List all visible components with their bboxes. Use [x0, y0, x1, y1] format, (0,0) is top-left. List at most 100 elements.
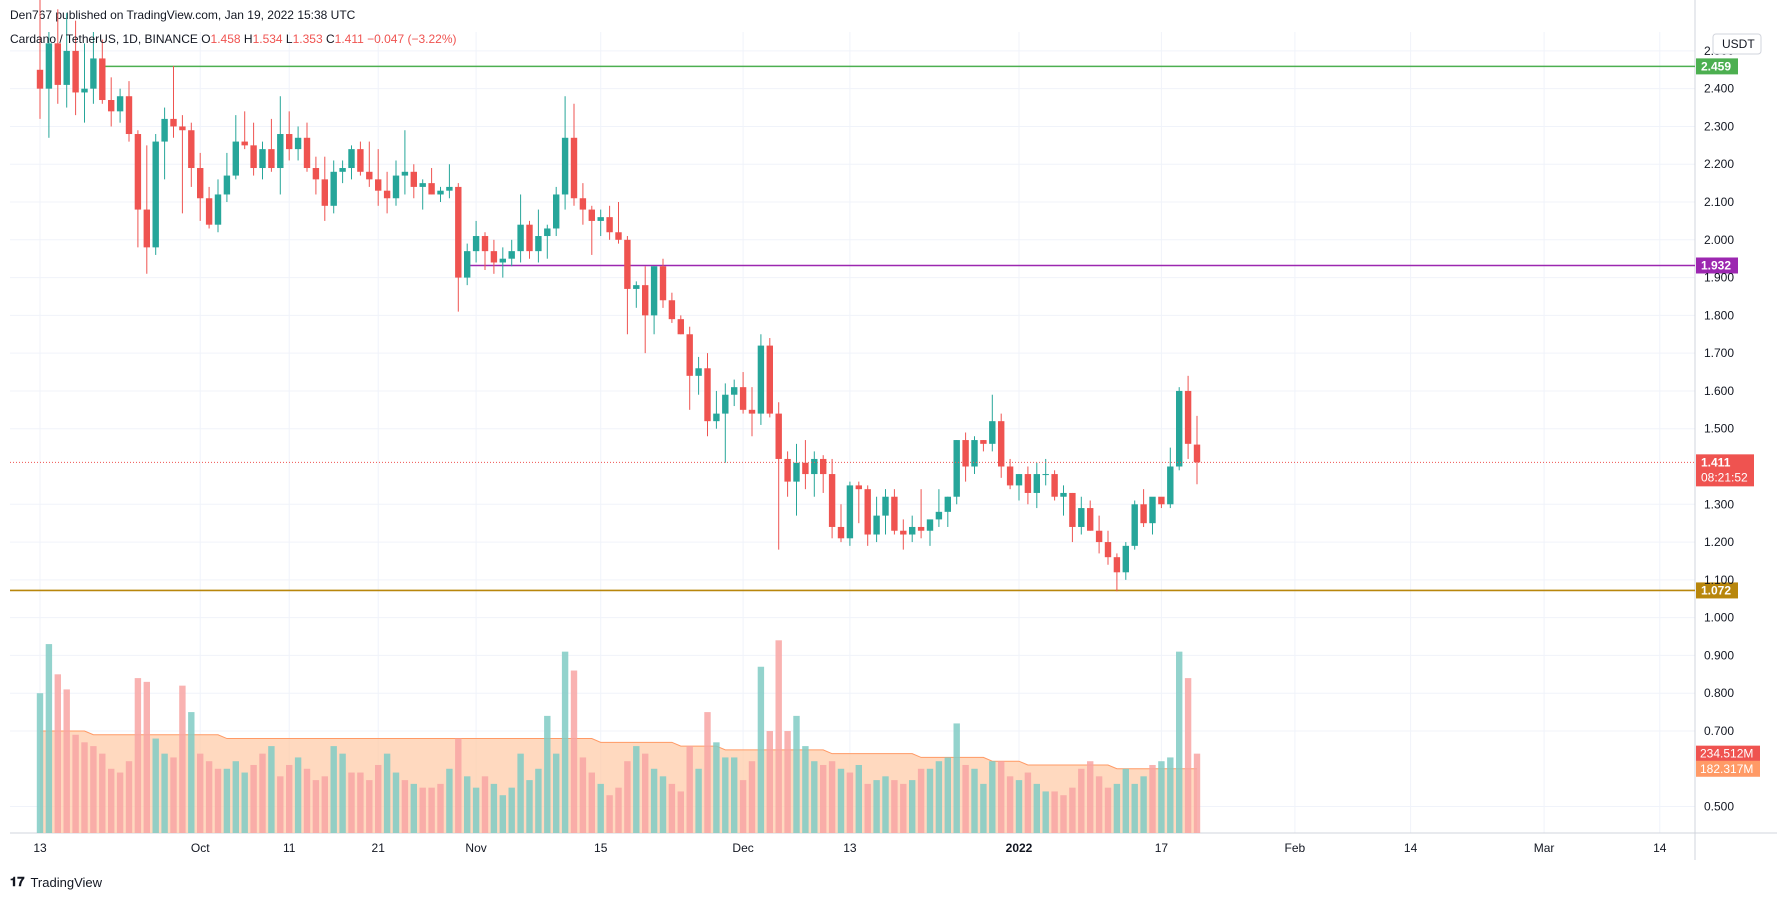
volume-bar [508, 787, 515, 833]
candle-body [268, 149, 275, 169]
volume-bar [882, 776, 889, 833]
candle-body [36, 69, 44, 89]
candle-body [1051, 474, 1058, 497]
volume-bar [748, 761, 756, 833]
candle-body [642, 285, 649, 316]
level-label-bg [1696, 58, 1738, 75]
candle-body [375, 179, 382, 191]
volume-bar [330, 746, 337, 833]
volume-bar [392, 772, 400, 833]
volume-bar [499, 795, 506, 833]
price-tick-label: 1.100 [1704, 573, 1734, 587]
price-tick-label: 1.300 [1704, 497, 1734, 511]
time-tick-label: Feb [1285, 841, 1306, 855]
candle-body [757, 345, 765, 414]
price-tick-label: 0.500 [1704, 800, 1734, 814]
candle-body [570, 137, 578, 199]
level-label-bg [1696, 582, 1738, 599]
volume-bar [668, 783, 676, 833]
volume-bar [900, 783, 907, 833]
candle-body [561, 137, 569, 195]
volume-bar [303, 768, 311, 833]
candle-body [1095, 530, 1103, 543]
close-key: C [323, 32, 335, 46]
time-tick-label: 17 [1155, 841, 1169, 855]
open-key: O [198, 32, 211, 46]
candle-body [161, 118, 168, 142]
volume-bar [259, 753, 266, 833]
low-value: 1.353 [293, 32, 323, 46]
candle-body [1140, 504, 1147, 524]
candle-body [739, 387, 747, 410]
volume-bar [526, 780, 533, 833]
volume-bar [36, 693, 44, 833]
volume-bar [152, 738, 159, 833]
volume-bar [731, 757, 738, 833]
candle-body [579, 198, 587, 210]
high-key: H [241, 32, 253, 46]
volume-bar [953, 723, 960, 833]
volume-bar [606, 795, 613, 833]
volume-bar [1095, 776, 1103, 833]
candle-body [837, 526, 845, 539]
candle-body [828, 474, 836, 527]
bar-countdown: 08:21:52 [1701, 470, 1748, 484]
volume-bar [401, 780, 409, 833]
volume-bar [134, 678, 142, 833]
candle-body [917, 526, 925, 531]
low-key: L [283, 32, 293, 46]
candle-body [784, 458, 791, 482]
candle-body [286, 134, 293, 150]
candle-body [197, 168, 204, 199]
candle-body [846, 485, 854, 539]
candle-body [980, 440, 987, 444]
level-label: 1.072 [1701, 583, 1731, 597]
volume-bar [99, 753, 106, 833]
volume-bar [375, 764, 382, 833]
publish-info: Den767 published on TradingView.com, Jan… [10, 8, 356, 22]
volume-value-label: 234.512M [1700, 747, 1753, 761]
candle-body [401, 171, 409, 176]
volume-bar [116, 772, 124, 833]
volume-bar [490, 783, 498, 833]
volume-bar [855, 764, 862, 833]
volume-bar [428, 787, 435, 833]
price-tick-label: 2.100 [1704, 195, 1734, 209]
volume-bar [909, 780, 916, 833]
price-tick-label: 1.700 [1704, 346, 1734, 360]
candle-body [72, 50, 79, 93]
volume-bar [143, 681, 150, 833]
tradingview-logo-icon[interactable]: 𝟏𝟕 [10, 874, 25, 889]
candle-body [241, 141, 248, 146]
candle-body [731, 387, 738, 395]
candle-body [45, 43, 53, 89]
volume-bar [63, 689, 70, 833]
candle-body [855, 485, 862, 490]
volume-bar [170, 757, 177, 833]
candle-body [775, 413, 782, 459]
candle-body [321, 179, 328, 206]
candle-body [81, 88, 88, 93]
volume-bar [1087, 761, 1094, 833]
volume-bar [846, 772, 854, 833]
time-tick-label: 13 [33, 841, 47, 855]
volume-ma-area [40, 730, 1197, 833]
price-tick-label: 1.500 [1704, 422, 1734, 436]
time-tick-label: 11 [283, 841, 296, 855]
high-value: 1.534 [253, 32, 283, 46]
volume-bar [312, 780, 320, 833]
volume-bar [588, 772, 595, 833]
volume-bar [383, 753, 391, 833]
candle-body [455, 186, 462, 278]
volume-bar [1006, 776, 1014, 833]
candle-body [624, 239, 631, 289]
candle-body [1167, 466, 1174, 505]
volume-bar [561, 651, 569, 833]
last-price-label: 1.411 [1701, 455, 1731, 469]
candle-body [348, 149, 355, 169]
candle-body [90, 58, 97, 89]
candle-body [143, 209, 150, 248]
tradingview-brand[interactable]: TradingView [30, 874, 103, 890]
currency-badge[interactable] [1712, 33, 1762, 55]
